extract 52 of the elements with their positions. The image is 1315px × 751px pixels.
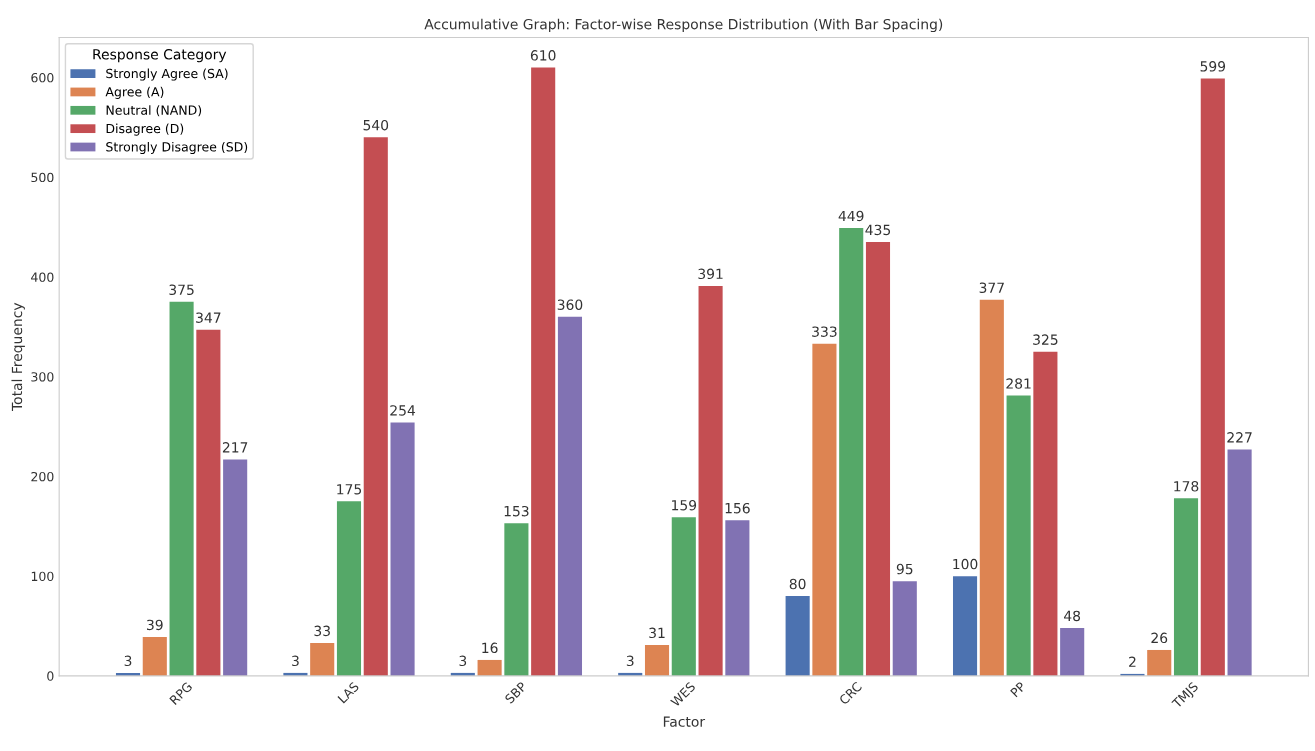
- data-label: 435: [865, 224, 891, 236]
- data-label: 95: [896, 563, 913, 575]
- data-label: 360: [557, 299, 583, 310]
- data-label: 3: [292, 655, 299, 667]
- data-label: 217: [222, 442, 248, 453]
- data-label: 33: [314, 625, 330, 637]
- data-label: 333: [812, 326, 837, 337]
- data-label: 281: [1006, 378, 1031, 389]
- data-label: 3: [124, 655, 132, 667]
- data-label: 375: [169, 284, 194, 296]
- data-label: 599: [1200, 61, 1226, 72]
- legend-label: Strongly Agree (SA): [106, 68, 228, 81]
- data-label: 178: [1174, 481, 1199, 492]
- y-tick-label: 100: [31, 571, 54, 582]
- y-tick-label: 500: [31, 172, 54, 183]
- data-label: 175: [337, 484, 362, 495]
- data-label: 26: [1151, 632, 1168, 644]
- data-label: 48: [1064, 610, 1081, 622]
- legend-title: Response Category: [93, 49, 227, 63]
- legend-label: Strongly Disagree (SD): [106, 141, 248, 154]
- data-label: 2: [1129, 656, 1136, 667]
- chart-title: Accumulative Graph: Factor-wise Response Distribution (With Bar Spacing): [424, 18, 943, 33]
- data-label: 159: [672, 499, 697, 511]
- data-label: 254: [390, 405, 416, 416]
- data-label: 3: [626, 655, 634, 667]
- data-label: 156: [725, 502, 750, 514]
- y-tick-label: 300: [31, 372, 54, 382]
- data-label: 227: [1227, 432, 1252, 443]
- legend-label: Neutral (NAND): [106, 105, 202, 117]
- data-label: 449: [838, 210, 864, 222]
- data-label: 325: [1033, 334, 1058, 345]
- y-tick-label: 0: [47, 671, 54, 681]
- data-label: 610: [530, 50, 556, 61]
- data-label: 3: [459, 655, 467, 667]
- data-label: 100: [953, 558, 978, 570]
- y-tick-label: 200: [31, 471, 54, 482]
- data-label: 80: [789, 578, 806, 590]
- legend-label: Agree (A): [105, 86, 164, 99]
- x-axis-title: Factor: [663, 716, 706, 727]
- data-label: 391: [698, 268, 723, 280]
- y-tick-label: 400: [31, 272, 54, 282]
- data-label: 377: [979, 282, 1004, 294]
- data-label: 31: [649, 627, 665, 639]
- x-tick-label: PP: [1010, 681, 1027, 698]
- data-label: 16: [482, 642, 498, 654]
- data-label: 153: [504, 505, 529, 517]
- y-tick-label: 600: [31, 72, 54, 83]
- y-axis-title: Total Frequency: [11, 302, 25, 412]
- data-label: 347: [196, 312, 221, 323]
- data-label: 540: [363, 119, 389, 131]
- data-label: 39: [147, 619, 163, 631]
- legend-label: Disagree (D): [106, 123, 184, 136]
